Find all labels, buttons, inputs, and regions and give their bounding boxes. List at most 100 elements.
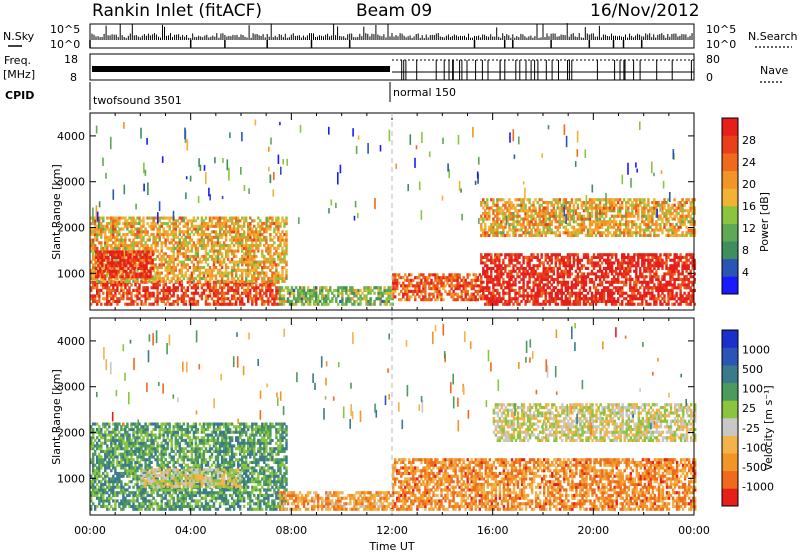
- data-cell: [617, 278, 619, 281]
- data-cell: [111, 259, 113, 262]
- data-cell: [203, 219, 205, 222]
- data-cell: [111, 275, 113, 278]
- data-cell: [369, 300, 371, 303]
- data-cell: [595, 297, 597, 300]
- data-cell: [175, 222, 177, 225]
- data-cell: [492, 292, 494, 295]
- data-cell: [659, 294, 661, 297]
- data-cell: [551, 297, 553, 300]
- data-cell: [129, 256, 131, 259]
- data-cell: [633, 256, 635, 259]
- data-cell: [579, 270, 581, 273]
- data-cell: [359, 303, 361, 306]
- data-cell: [551, 229, 553, 232]
- data-cell: [277, 225, 279, 228]
- data-cell: [213, 269, 215, 272]
- data-cell: [98, 300, 100, 303]
- data-cell: [249, 225, 251, 228]
- data-cell: [203, 244, 205, 247]
- data-cell: [655, 272, 657, 275]
- data-cell: [287, 286, 289, 289]
- data-cell: [379, 289, 381, 292]
- data-cell: [106, 297, 108, 300]
- data-cell: [688, 259, 690, 262]
- data-cell: [225, 222, 227, 225]
- data-cell: [311, 297, 313, 300]
- data-cell: [379, 303, 381, 306]
- data-cell: [595, 294, 597, 297]
- data-cell: [428, 293, 430, 296]
- data-cell: [251, 228, 253, 231]
- data-cell: [277, 230, 279, 233]
- data-cell: [547, 209, 549, 212]
- data-cell: [679, 303, 681, 306]
- data-cell: [277, 228, 279, 231]
- data-cell: [207, 222, 209, 225]
- data-cell: [275, 294, 277, 297]
- data-cell: [231, 272, 233, 275]
- data-cell: [639, 292, 641, 295]
- data-cell: [130, 297, 132, 300]
- data-cell: [524, 204, 526, 207]
- data-cell: [565, 289, 567, 292]
- data-cell: [247, 261, 249, 264]
- nave-right-tick-top: 80: [706, 53, 720, 66]
- data-cell: [247, 250, 249, 253]
- data-cell: [128, 280, 130, 283]
- data-cell: [126, 225, 128, 228]
- data-cell: [233, 283, 235, 286]
- beam-label: Beam 09: [356, 1, 432, 21]
- data-cell: [271, 239, 273, 242]
- data-cell: [585, 281, 587, 284]
- data-cell: [480, 223, 482, 226]
- data-cell: [490, 297, 492, 300]
- data-cell: [475, 295, 477, 298]
- data-cell: [277, 255, 279, 258]
- data-cell: [171, 280, 173, 283]
- data-cell: [520, 286, 522, 289]
- data-cell: [247, 292, 249, 295]
- data-cell: [177, 286, 179, 289]
- data-cell: [659, 256, 661, 259]
- data-cell: [273, 230, 275, 233]
- data-cell: [551, 253, 553, 256]
- data-cell: [428, 287, 430, 290]
- data-cell: [418, 284, 420, 287]
- data-cell: [263, 283, 265, 286]
- data-cell: [96, 236, 98, 239]
- data-cell: [163, 255, 165, 258]
- data-cell: [530, 259, 532, 262]
- data-cell: [130, 292, 132, 295]
- data-cell: [203, 241, 205, 244]
- data-cell: [229, 244, 231, 247]
- data-cell: [219, 241, 221, 244]
- data-cell: [353, 300, 355, 303]
- noise-left-tick-top: 10^5: [50, 23, 80, 36]
- data-cell: [247, 244, 249, 247]
- data-cell: [175, 228, 177, 231]
- data-cell: [169, 225, 171, 228]
- data-cell: [522, 281, 524, 284]
- data-cell: [601, 256, 603, 259]
- data-cell: [512, 218, 514, 221]
- data-cell: [106, 225, 108, 228]
- data-cell: [551, 259, 553, 262]
- data-cell: [187, 281, 189, 284]
- data-cell: [410, 273, 412, 276]
- data-cell: [237, 266, 239, 269]
- data-cell: [215, 230, 217, 233]
- data-cell: [597, 261, 599, 264]
- data-cell: [440, 279, 442, 282]
- data-cell: [323, 297, 325, 300]
- data-cell: [138, 283, 140, 286]
- data-cell: [496, 201, 498, 204]
- data-cell: [671, 259, 673, 262]
- data-cell: [442, 287, 444, 290]
- data-cell: [359, 300, 361, 303]
- data-cell: [193, 233, 195, 236]
- data-cell: [603, 278, 605, 281]
- data-cell: [587, 275, 589, 278]
- data-cell: [255, 300, 257, 303]
- date-label: 16/Nov/2012: [590, 1, 700, 21]
- data-cell: [96, 289, 98, 292]
